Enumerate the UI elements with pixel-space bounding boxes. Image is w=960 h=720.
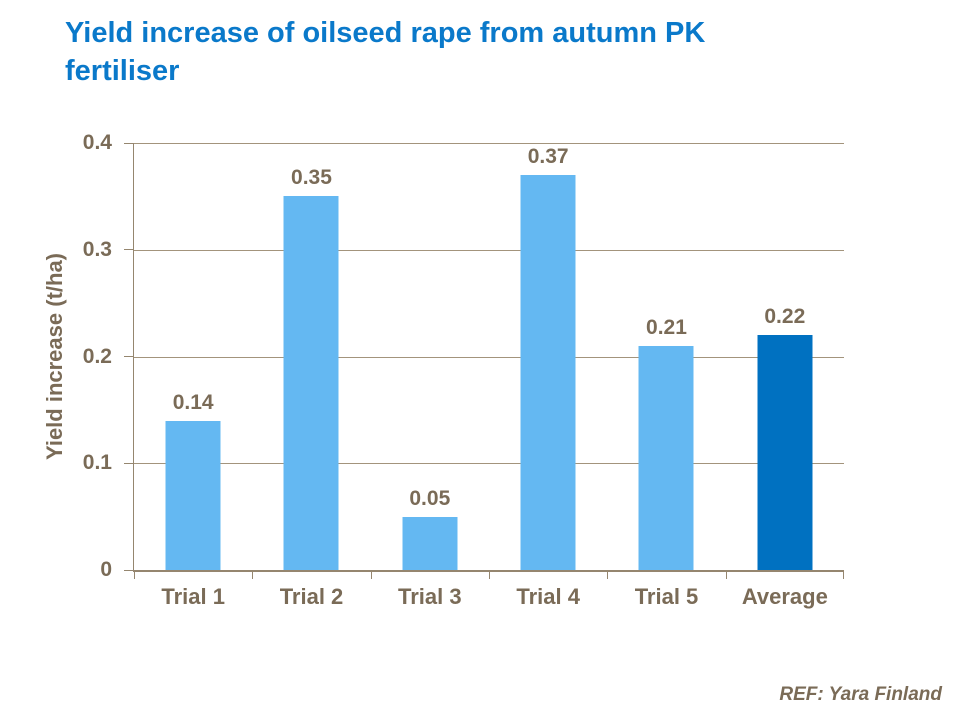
x-tick-mark	[489, 570, 490, 579]
bar-trial-1	[165, 420, 221, 570]
y-tick-mark	[124, 142, 134, 144]
bar-value-label: 0.22	[764, 305, 806, 329]
y-tick-label: 0.2	[82, 344, 112, 368]
category-slot: 0.22 Average	[726, 143, 844, 609]
bar-value-label: 0.14	[172, 390, 214, 414]
gridline	[134, 249, 844, 251]
bar-trial-4	[520, 175, 576, 570]
x-tick-mark	[843, 570, 844, 579]
x-axis-label: Trial 3	[398, 584, 462, 609]
gridline	[134, 143, 844, 144]
x-axis-label: Average	[741, 584, 828, 609]
x-tick-mark	[725, 570, 727, 579]
chart-title: Yield increase of oilseed rape from autu…	[65, 14, 855, 90]
bar-trial-5	[638, 345, 694, 570]
category-slot: 0.35 Trial 2	[252, 143, 370, 609]
x-axis-label: Trial 2	[279, 584, 344, 609]
x-tick-mark	[607, 570, 609, 579]
chart-title-line2: fertiliser	[65, 55, 180, 87]
x-axis-label: Trial 5	[634, 584, 699, 609]
y-tick-label: 0.1	[82, 451, 112, 475]
y-tick-mark	[124, 249, 134, 251]
y-tick-label: 0.3	[82, 237, 112, 261]
gridline	[134, 463, 844, 465]
category-slot: 0.05 Trial 3	[371, 143, 489, 609]
bar-trial-2	[283, 196, 339, 570]
category-slot: 0.21 Trial 5	[607, 143, 725, 609]
bar-value-label: 0.21	[646, 315, 687, 339]
x-axis-label: Trial 4	[516, 584, 580, 609]
bar-average	[757, 335, 813, 570]
gridline	[134, 356, 844, 358]
bar-value-label: 0.37	[527, 145, 569, 169]
y-tick-label: 0.4	[82, 131, 112, 154]
bar-trial-3	[402, 516, 458, 570]
category-slot: 0.37 Trial 4	[489, 143, 607, 609]
plot-area: 0 0.1 0.2 0.3 0.4 0.14 Trial 1 0.35 Trial 2 0.05 T…	[83, 131, 844, 609]
y-tick-label: 0	[100, 558, 112, 581]
x-tick-mark	[134, 570, 135, 579]
bar-value-label: 0.35	[291, 166, 332, 190]
bar-value-label: 0.05	[409, 486, 451, 510]
x-axis-label: Trial 1	[161, 584, 225, 609]
y-tick-mark	[124, 569, 134, 571]
chart-title-line1: Yield increase of oilseed rape from autu…	[65, 17, 706, 49]
x-tick-mark	[370, 570, 372, 579]
x-tick-mark	[252, 570, 254, 579]
reference-note: REF: Yara Finland	[779, 684, 942, 705]
y-tick-mark	[124, 462, 134, 464]
y-tick-mark	[124, 356, 134, 357]
category-slot: 0.14 Trial 1	[134, 143, 252, 609]
